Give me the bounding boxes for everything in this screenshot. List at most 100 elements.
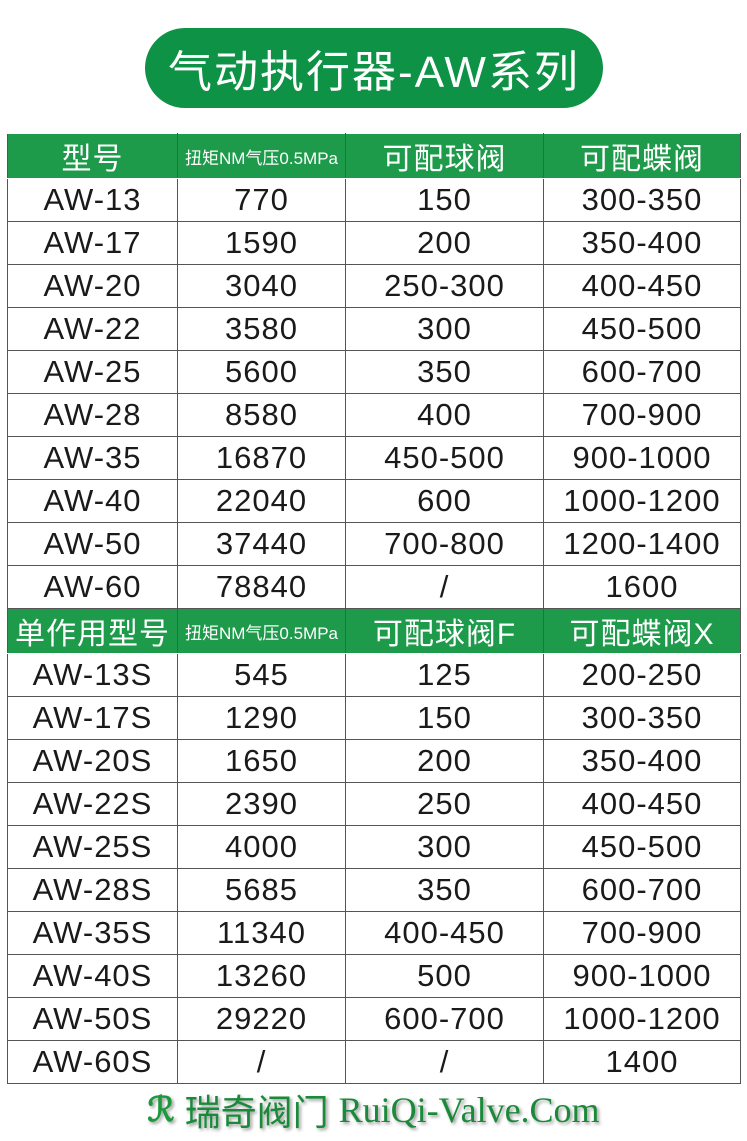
header-row: 型号 扭矩NM气压0.5MPa 可配球阀 可配蝶阀 xyxy=(7,133,741,179)
table-cell: AW-25S xyxy=(7,825,178,869)
table-row: AW-13 770 150 300-350 xyxy=(7,178,741,222)
table-cell: AW-50 xyxy=(7,522,178,566)
column-header: 可配球阀 xyxy=(345,133,544,179)
table-row: AW-17 1590 200 350-400 xyxy=(7,221,741,265)
table-row: AW-22 3580 300 450-500 xyxy=(7,307,741,351)
table-cell: AW-17 xyxy=(7,221,178,265)
table-cell: 250 xyxy=(345,782,544,826)
table-cell: AW-13S xyxy=(7,653,178,697)
table-cell: AW-25 xyxy=(7,350,178,394)
column-header: 可配蝶阀X xyxy=(543,608,741,654)
column-header: 扭矩NM气压0.5MPa xyxy=(177,133,346,179)
table-cell: 150 xyxy=(345,696,544,740)
column-header: 可配蝶阀 xyxy=(543,133,741,179)
table-row: AW-60S //1400 xyxy=(7,1040,741,1084)
table-cell: 200-250 xyxy=(543,653,741,697)
table-cell: 900-1000 xyxy=(543,954,741,998)
table-cell: 300 xyxy=(345,825,544,869)
column-header: 单作用型号 xyxy=(7,608,178,654)
table-cell: AW-20 xyxy=(7,264,178,308)
table-cell: 600 xyxy=(345,479,544,523)
table-row: AW-50 37440 700-800 1200-1400 xyxy=(7,522,741,566)
table-cell: AW-40S xyxy=(7,954,178,998)
table-cell: 350-400 xyxy=(543,739,741,783)
table-row: AW-25S 4000 300 450-500 xyxy=(7,825,741,869)
table-cell: 1000-1200 xyxy=(543,997,741,1041)
table-cell: AW-40 xyxy=(7,479,178,523)
table-cell: 22040 xyxy=(177,479,346,523)
table-cell: 600-700 xyxy=(345,997,544,1041)
table-cell: 300-350 xyxy=(543,178,741,222)
table-cell: 450-500 xyxy=(543,307,741,351)
table-row: AW-13S 545 125 200-250 xyxy=(7,653,741,697)
table-cell: 600-700 xyxy=(543,350,741,394)
table-cell: 450-500 xyxy=(543,825,741,869)
table-cell: AW-60 xyxy=(7,565,178,609)
table-cell: AW-20S xyxy=(7,739,178,783)
table-cell: 2390 xyxy=(177,782,346,826)
table-cell: 1000-1200 xyxy=(543,479,741,523)
table-cell: AW-17S xyxy=(7,696,178,740)
table-row: AW-20S 1650 200 350-400 xyxy=(7,739,741,783)
table-cell: 5685 xyxy=(177,868,346,912)
page-title: 气动执行器-AW系列 xyxy=(145,28,603,108)
spec-table: 型号 扭矩NM气压0.5MPa 可配球阀 可配蝶阀 AW-13 770 150 300-350… xyxy=(7,133,741,1084)
table-row: AW-40 22040 600 1000-1200 xyxy=(7,479,741,523)
table-cell: 1200-1400 xyxy=(543,522,741,566)
table-cell: 16870 xyxy=(177,436,346,480)
table-cell: 3580 xyxy=(177,307,346,351)
table-cell: AW-28S xyxy=(7,868,178,912)
table-cell: 13260 xyxy=(177,954,346,998)
table-cell: 300 xyxy=(345,307,544,351)
table-cell: AW-13 xyxy=(7,178,178,222)
table-cell: 8580 xyxy=(177,393,346,437)
table-cell: AW-50S xyxy=(7,997,178,1041)
table-row: AW-20 3040 250-300 400-450 xyxy=(7,264,741,308)
table-row: AW-35S 11340 400-450 700-900 xyxy=(7,911,741,955)
table-cell: 770 xyxy=(177,178,346,222)
table-row: AW-28S 5685 350 600-700 xyxy=(7,868,741,912)
table-cell: 300-350 xyxy=(543,696,741,740)
table-cell: 400-450 xyxy=(543,782,741,826)
table-cell: AW-60S xyxy=(7,1040,178,1084)
table-cell: 1400 xyxy=(543,1040,741,1084)
table-row: AW-60 78840/1600 xyxy=(7,565,741,609)
table-cell: 545 xyxy=(177,653,346,697)
table-cell: 5600 xyxy=(177,350,346,394)
table-cell: 3040 xyxy=(177,264,346,308)
table-cell: 125 xyxy=(345,653,544,697)
table-row: AW-28 8580 400 700-900 xyxy=(7,393,741,437)
table-cell: 350 xyxy=(345,350,544,394)
brand-name: 瑞奇阀门 xyxy=(184,1093,329,1133)
header-row: 单作用型号 扭矩NM气压0.5MPa 可配球阀F 可配蝶阀X xyxy=(7,608,741,654)
table-cell: 700-800 xyxy=(345,522,544,566)
table-row: AW-50S 29220 600-700 1000-1200 xyxy=(7,997,741,1041)
table-cell: 500 xyxy=(345,954,544,998)
table-cell: 4000 xyxy=(177,825,346,869)
table-cell: 200 xyxy=(345,221,544,265)
table-cell: 250-300 xyxy=(345,264,544,308)
table-cell: / xyxy=(345,565,544,609)
footer: ℛ 瑞奇阀门 RuiQi-Valve.Com xyxy=(0,1085,747,1135)
column-header: 型号 xyxy=(7,133,178,179)
table-cell: AW-22S xyxy=(7,782,178,826)
table-row: AW-22S 2390 250 400-450 xyxy=(7,782,741,826)
table-row: AW-17S 1290 150 300-350 xyxy=(7,696,741,740)
table-cell: 78840 xyxy=(177,565,346,609)
table-cell: 1590 xyxy=(177,221,346,265)
table-cell: 1650 xyxy=(177,739,346,783)
table-cell: 37440 xyxy=(177,522,346,566)
table-cell: AW-35S xyxy=(7,911,178,955)
table-row: AW-40S 13260 500 900-1000 xyxy=(7,954,741,998)
table-cell: 11340 xyxy=(177,911,346,955)
column-header: 扭矩NM气压0.5MPa xyxy=(177,608,346,654)
table-cell: 600-700 xyxy=(543,868,741,912)
table-cell: 700-900 xyxy=(543,911,741,955)
table-row: AW-25 5600 350 600-700 xyxy=(7,350,741,394)
table-cell: 350-400 xyxy=(543,221,741,265)
table-cell: 700-900 xyxy=(543,393,741,437)
table-cell: 29220 xyxy=(177,997,346,1041)
table-row: AW-35 16870 450-500 900-1000 xyxy=(7,436,741,480)
table-cell: 150 xyxy=(345,178,544,222)
table-cell: 1290 xyxy=(177,696,346,740)
